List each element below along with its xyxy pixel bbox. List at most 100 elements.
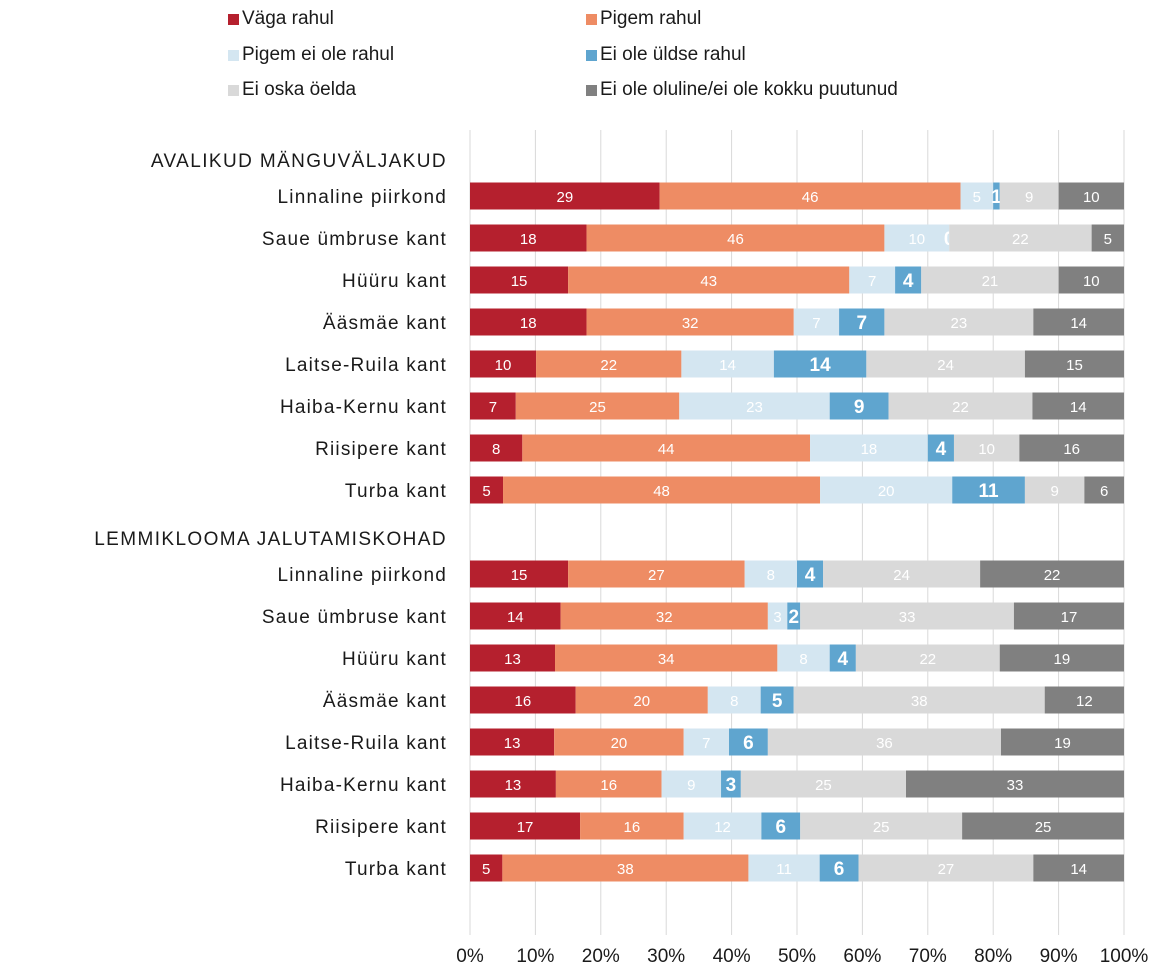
data-label: 32 [682, 315, 699, 332]
data-label: 14 [507, 609, 524, 626]
data-label: 29 [556, 189, 573, 206]
data-label: 23 [746, 399, 763, 416]
bar-segment [888, 392, 1033, 420]
data-label: 20 [611, 735, 628, 752]
data-label: 4 [805, 565, 816, 586]
bar-segment [999, 644, 1124, 672]
category-label: Saue ümbruse kant [262, 607, 447, 628]
x-tick-label: 50% [778, 946, 816, 967]
x-tick-label: 100% [1100, 946, 1149, 967]
bar-segment [536, 350, 682, 378]
data-label: 38 [617, 861, 634, 878]
bar-segment [767, 728, 1001, 756]
bar-segment [515, 392, 680, 420]
category-label: Laitse-Ruila kant [285, 355, 447, 376]
bar-segment [503, 476, 821, 504]
bar-segment [470, 686, 576, 714]
data-label: 8 [799, 651, 807, 668]
data-label: 17 [1061, 609, 1078, 626]
bar-segment [681, 350, 774, 378]
data-label: 6 [743, 733, 754, 754]
data-label: 2 [788, 607, 799, 628]
category-label: Linnaline piirkond [278, 565, 447, 586]
x-tick-label: 90% [1040, 946, 1078, 967]
group-title: AVALIKUD MÄNGUVÄLJAKUD [151, 151, 447, 172]
bar-segment [839, 308, 885, 336]
bar-segment [1044, 686, 1124, 714]
bar-segment [767, 602, 788, 630]
category-label: Ääsmäe kant [323, 313, 447, 334]
data-label: 8 [767, 567, 775, 584]
bar-segment [760, 686, 794, 714]
data-label: 4 [936, 439, 947, 460]
bar-segment [906, 770, 1124, 798]
data-label: 24 [893, 567, 910, 584]
data-label: 15 [1066, 357, 1083, 374]
bar-segment [586, 308, 794, 336]
legend-swatch [228, 84, 239, 96]
legend-swatch [586, 49, 597, 61]
legend-item: Ei oska öelda [228, 75, 356, 105]
bar-segment [823, 560, 981, 588]
category-label: Ääsmäe kant [323, 691, 447, 712]
data-label: 44 [658, 441, 675, 458]
bar-segment [470, 224, 587, 252]
data-label: 20 [633, 693, 650, 710]
data-label: 19 [1054, 735, 1071, 752]
bar-segment [1058, 182, 1124, 210]
category-label: Haiba-Kernu kant [280, 397, 447, 418]
data-label: 10 [1083, 273, 1100, 290]
data-label: 33 [1007, 777, 1024, 794]
bar-segment [586, 224, 885, 252]
data-label: 11 [979, 481, 1000, 502]
bar-segment [470, 392, 516, 420]
bar-segment [1024, 476, 1085, 504]
bar-segment [855, 644, 1000, 672]
bar-segment [1033, 308, 1124, 336]
data-label: 8 [730, 693, 738, 710]
legend-item: Pigem ei ole rahul [228, 40, 394, 70]
category-label: Laitse-Ruila kant [285, 733, 447, 754]
data-label: 6 [1100, 483, 1108, 500]
legend-swatch [228, 49, 239, 61]
category-label: Turba kant [345, 481, 447, 502]
bar-segment [740, 770, 906, 798]
data-label: 3 [726, 775, 737, 796]
bar-segment [470, 854, 503, 882]
data-label: 1 [991, 187, 1002, 208]
bar-segment [1058, 266, 1124, 294]
category-label: Hüüru kant [342, 649, 447, 670]
data-label: 46 [727, 231, 744, 248]
data-label: 10 [908, 231, 925, 248]
bar-segment [470, 560, 569, 588]
legend-item: Ei ole üldse rahul [586, 40, 746, 70]
bar-segment [470, 350, 537, 378]
bar-segment [721, 770, 741, 798]
data-label: 14 [1070, 399, 1087, 416]
bar-segment [921, 266, 1059, 294]
data-label: 46 [802, 189, 819, 206]
category-label: Saue ümbruse kant [262, 229, 447, 250]
data-label: 24 [937, 357, 954, 374]
legend-item: Ei ole oluline/ei ole kokku puutunud [586, 75, 898, 105]
bar-segment [777, 644, 830, 672]
bar-segment [568, 560, 745, 588]
data-label: 13 [505, 777, 522, 794]
data-label: 9 [687, 777, 695, 794]
data-label: 9 [1025, 189, 1033, 206]
bar-segment [949, 224, 1092, 252]
bar-segment [522, 434, 811, 462]
data-label: 13 [504, 651, 521, 668]
data-label: 25 [815, 777, 832, 794]
data-label: 5 [482, 483, 490, 500]
bar-segment [1032, 392, 1124, 420]
data-label: 33 [899, 609, 916, 626]
data-label: 48 [653, 483, 670, 500]
data-label: 7 [702, 735, 710, 752]
x-tick-label: 60% [843, 946, 881, 967]
x-tick-label: 0% [456, 946, 484, 967]
bar-segment [707, 686, 761, 714]
bar-segment [659, 182, 961, 210]
data-label: 6 [776, 817, 787, 838]
